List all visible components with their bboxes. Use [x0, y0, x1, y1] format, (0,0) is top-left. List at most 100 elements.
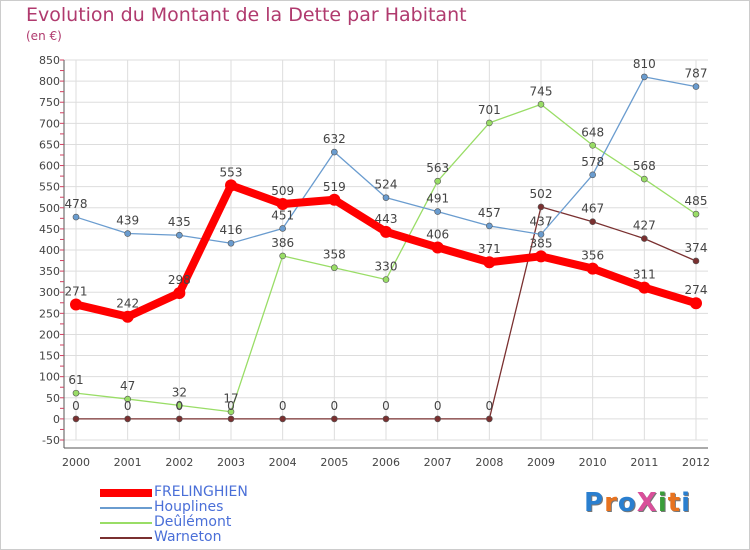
data-label: 385 [530, 236, 553, 250]
y-tick-label: 450 [39, 223, 60, 236]
y-tick-label: 800 [39, 75, 60, 88]
x-tick-label: 2000 [62, 456, 90, 469]
x-tick-label: 2010 [579, 456, 607, 469]
data-label: 451 [271, 208, 294, 222]
data-point [276, 197, 289, 210]
data-point [176, 231, 183, 239]
y-tick-label: 350 [39, 265, 60, 278]
data-point [382, 194, 390, 201]
legend-item-frelinghien: FRELINGHIEN [100, 485, 300, 500]
data-point [72, 213, 80, 221]
data-label: 457 [478, 206, 501, 220]
legend-swatch [100, 522, 152, 524]
y-tick-label: 100 [39, 371, 60, 384]
data-label: 745 [530, 84, 553, 98]
data-point [692, 210, 700, 218]
logo-letter: o [617, 488, 637, 518]
legend: FRELINGHIEN Houplines Deûlémont Warneton [100, 485, 300, 545]
logo-letter: P [584, 488, 605, 518]
y-tick-label: 0 [53, 413, 60, 426]
y-tick-label: 250 [39, 307, 60, 320]
data-point [434, 208, 441, 215]
data-point [382, 276, 390, 283]
data-label: 61 [68, 373, 83, 387]
data-point [641, 73, 648, 81]
data-point [72, 415, 80, 423]
data-label: 0 [331, 399, 339, 413]
data-label: 0 [279, 399, 287, 413]
legend-label: Warneton [154, 529, 222, 545]
data-label: 242 [116, 297, 139, 311]
data-label: 519 [323, 180, 346, 194]
data-label: 485 [685, 194, 708, 208]
data-point [380, 225, 392, 238]
data-label: 568 [633, 159, 656, 173]
logo-letter: r [604, 488, 618, 518]
data-label: 467 [581, 202, 604, 216]
data-label: 0 [124, 399, 132, 413]
x-tick-label: 2004 [269, 456, 297, 469]
legend-label: Houplines [154, 499, 224, 515]
data-label: 787 [685, 67, 708, 81]
data-point [173, 287, 186, 300]
data-point [486, 415, 493, 423]
data-label: 0 [176, 399, 184, 413]
data-label: 47 [120, 379, 135, 393]
data-label: 406 [426, 227, 449, 241]
data-label: 32 [172, 385, 187, 399]
data-label: 427 [633, 219, 656, 233]
data-point [692, 83, 700, 90]
data-label: 632 [323, 132, 346, 146]
x-tick-label: 2011 [630, 456, 658, 469]
data-point [641, 235, 648, 242]
logo-letter: t [667, 488, 682, 518]
data-label: 563 [426, 161, 449, 175]
data-point [279, 252, 286, 260]
x-tick-label: 2012 [682, 456, 710, 469]
data-label: 648 [581, 125, 604, 139]
data-label: 443 [375, 212, 398, 226]
x-tick-label: 2001 [114, 456, 142, 469]
data-point [537, 203, 545, 211]
data-point [331, 148, 338, 156]
legend-swatch [100, 489, 152, 497]
y-tick-label: -50 [42, 434, 60, 447]
data-point [434, 177, 441, 185]
y-tick-label: 700 [39, 117, 60, 130]
y-tick-label: 200 [39, 328, 60, 341]
data-point [431, 241, 444, 254]
data-label: 298 [168, 273, 191, 287]
legend-label: FRELINGHIEN [154, 484, 248, 500]
data-point [690, 297, 702, 310]
legend-swatch [100, 537, 152, 539]
data-label: 0 [382, 399, 390, 413]
logo-letter: X [636, 488, 658, 518]
data-label: 553 [220, 165, 243, 179]
data-point [227, 239, 235, 247]
data-point [227, 408, 235, 416]
x-tick-label: 2002 [165, 456, 193, 469]
data-label: 701 [478, 103, 501, 117]
y-tick-label: 500 [39, 202, 60, 215]
data-point [483, 256, 496, 269]
data-label: 386 [271, 236, 294, 250]
data-label: 271 [65, 284, 88, 298]
x-tick-label: 2009 [527, 456, 555, 469]
data-point [537, 231, 545, 238]
y-tick-label: 300 [39, 286, 60, 299]
legend-label: Deûlémont [154, 514, 232, 530]
logo-letter: i [657, 488, 668, 518]
legend-item-deulemont: Deûlémont [100, 515, 300, 530]
data-point [227, 415, 235, 423]
data-label: 524 [375, 178, 398, 192]
data-point [279, 415, 286, 423]
y-tick-label: 850 [39, 54, 60, 67]
data-point [692, 257, 700, 265]
logo-letter: i [681, 488, 692, 518]
data-label: 478 [65, 197, 88, 211]
y-tick-label: 600 [39, 160, 60, 173]
data-point [72, 389, 80, 397]
data-point [486, 222, 493, 230]
data-point [589, 171, 596, 179]
